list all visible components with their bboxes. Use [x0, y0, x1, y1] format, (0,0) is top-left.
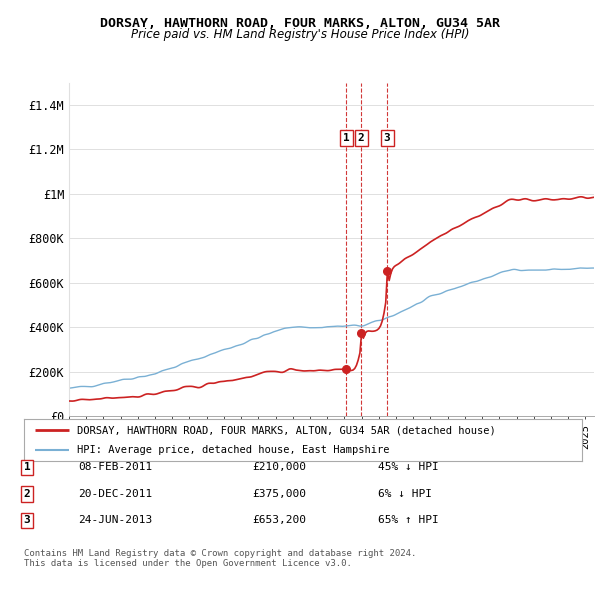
Text: 1: 1 [343, 133, 350, 143]
Text: Price paid vs. HM Land Registry's House Price Index (HPI): Price paid vs. HM Land Registry's House … [131, 28, 469, 41]
Text: £210,000: £210,000 [252, 463, 306, 472]
Text: 3: 3 [23, 516, 31, 525]
Text: £375,000: £375,000 [252, 489, 306, 499]
Text: 08-FEB-2011: 08-FEB-2011 [78, 463, 152, 472]
Text: 2: 2 [23, 489, 31, 499]
Text: £653,200: £653,200 [252, 516, 306, 525]
Text: This data is licensed under the Open Government Licence v3.0.: This data is licensed under the Open Gov… [24, 559, 352, 568]
Text: DORSAY, HAWTHORN ROAD, FOUR MARKS, ALTON, GU34 5AR (detached house): DORSAY, HAWTHORN ROAD, FOUR MARKS, ALTON… [77, 425, 496, 435]
Text: 24-JUN-2013: 24-JUN-2013 [78, 516, 152, 525]
Text: 2: 2 [358, 133, 364, 143]
Text: DORSAY, HAWTHORN ROAD, FOUR MARKS, ALTON, GU34 5AR: DORSAY, HAWTHORN ROAD, FOUR MARKS, ALTON… [100, 17, 500, 30]
Text: 20-DEC-2011: 20-DEC-2011 [78, 489, 152, 499]
Text: 1: 1 [23, 463, 31, 472]
Text: Contains HM Land Registry data © Crown copyright and database right 2024.: Contains HM Land Registry data © Crown c… [24, 549, 416, 558]
Text: 45% ↓ HPI: 45% ↓ HPI [378, 463, 439, 472]
Text: 65% ↑ HPI: 65% ↑ HPI [378, 516, 439, 525]
Text: 3: 3 [384, 133, 391, 143]
Text: 6% ↓ HPI: 6% ↓ HPI [378, 489, 432, 499]
Text: HPI: Average price, detached house, East Hampshire: HPI: Average price, detached house, East… [77, 445, 389, 455]
